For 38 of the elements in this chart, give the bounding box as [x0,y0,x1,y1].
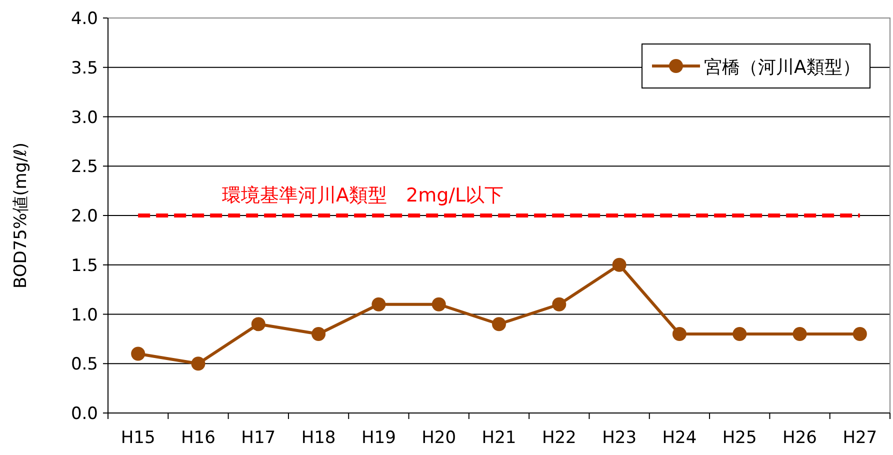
x-tick-label: H19 [361,428,396,448]
y-tick-label: 2.5 [70,157,98,178]
x-tick-label: H25 [722,428,757,448]
point [492,317,506,332]
legend-label: 宮橋（河川A類型） [704,57,860,78]
y-tick-label: 0.5 [70,354,98,375]
x-tick-label: H22 [542,428,576,448]
point [612,258,626,272]
x-tick-label: H24 [662,428,697,448]
point [131,346,146,361]
point [372,297,386,312]
point [432,297,446,312]
point [732,327,747,341]
point [792,327,807,341]
y-tick-label: 4.0 [70,9,98,29]
y-tick-label: 3.0 [70,108,98,128]
point [251,317,266,332]
ref-line-label: 環境基準河川A類型 2mg/L以下 [222,184,504,206]
point [852,327,867,341]
point [672,327,686,341]
x-tick-label: H27 [842,428,878,448]
y-tick-label: 2.0 [70,206,98,226]
x-tick-label: H20 [422,428,456,448]
point [312,327,326,341]
x-tick-label: H18 [301,428,336,448]
point [552,297,566,312]
y-tick-label: 1.5 [70,256,98,276]
point [191,356,206,371]
x-tick-label: H21 [482,428,516,448]
x-tick-label: H23 [602,428,637,448]
y-tick-label: 3.5 [70,58,98,78]
y-tick-label: 1.0 [70,305,98,326]
x-tick-label: H17 [241,428,276,448]
y-axis-title: BOD75%値(mg/ℓ) [11,142,31,288]
x-tick-label: H16 [181,428,216,448]
x-tick-label: H15 [120,428,156,448]
y-tick-label: 0.0 [70,404,98,424]
x-tick-label: H26 [782,428,817,448]
